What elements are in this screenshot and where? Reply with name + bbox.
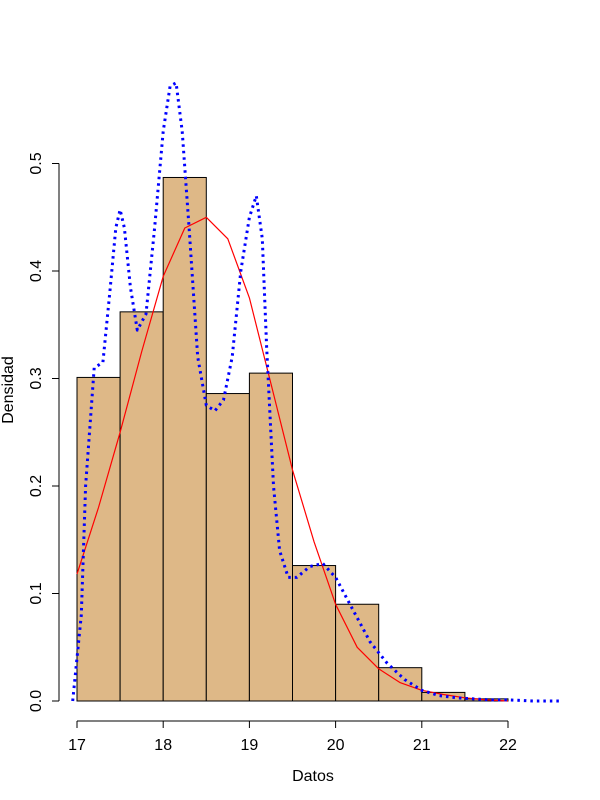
x-tick-label: 22 (499, 737, 517, 754)
y-tick-label: 0.1 (28, 582, 45, 604)
y-tick-label: 0.5 (28, 152, 45, 174)
x-tick-label: 18 (154, 737, 172, 754)
x-tick-label: 19 (241, 737, 259, 754)
y-tick-label: 0.3 (28, 367, 45, 389)
histogram-bar-5 (248, 372, 293, 702)
histogram-bar-9 (421, 691, 466, 702)
y-axis-title: Densidad (0, 356, 17, 424)
density-curves (71, 81, 560, 703)
histogram-bar-4 (205, 393, 250, 702)
y-tick-label: 0.4 (28, 260, 45, 282)
x-tick-label: 17 (68, 737, 86, 754)
histogram-bars (76, 176, 509, 702)
x-tick-label: 20 (327, 737, 345, 754)
histogram-bar-6 (292, 565, 337, 702)
histogram-bar-3 (162, 176, 207, 702)
histogram-bar-1 (76, 376, 121, 702)
x-axis: 17 18 19 20 21 22 (68, 720, 517, 754)
histogram-bar-2 (119, 311, 164, 702)
y-axis: 0.0 0.1 0.2 0.3 0.4 0.5 (28, 152, 60, 712)
x-axis-title: Datos (292, 768, 334, 785)
y-tick-label: 0.0 (28, 690, 45, 712)
x-tick-label: 21 (413, 737, 431, 754)
normal-density-curve (76, 216, 509, 702)
y-tick-label: 0.2 (28, 475, 45, 497)
kernel-density-curve (71, 81, 560, 703)
